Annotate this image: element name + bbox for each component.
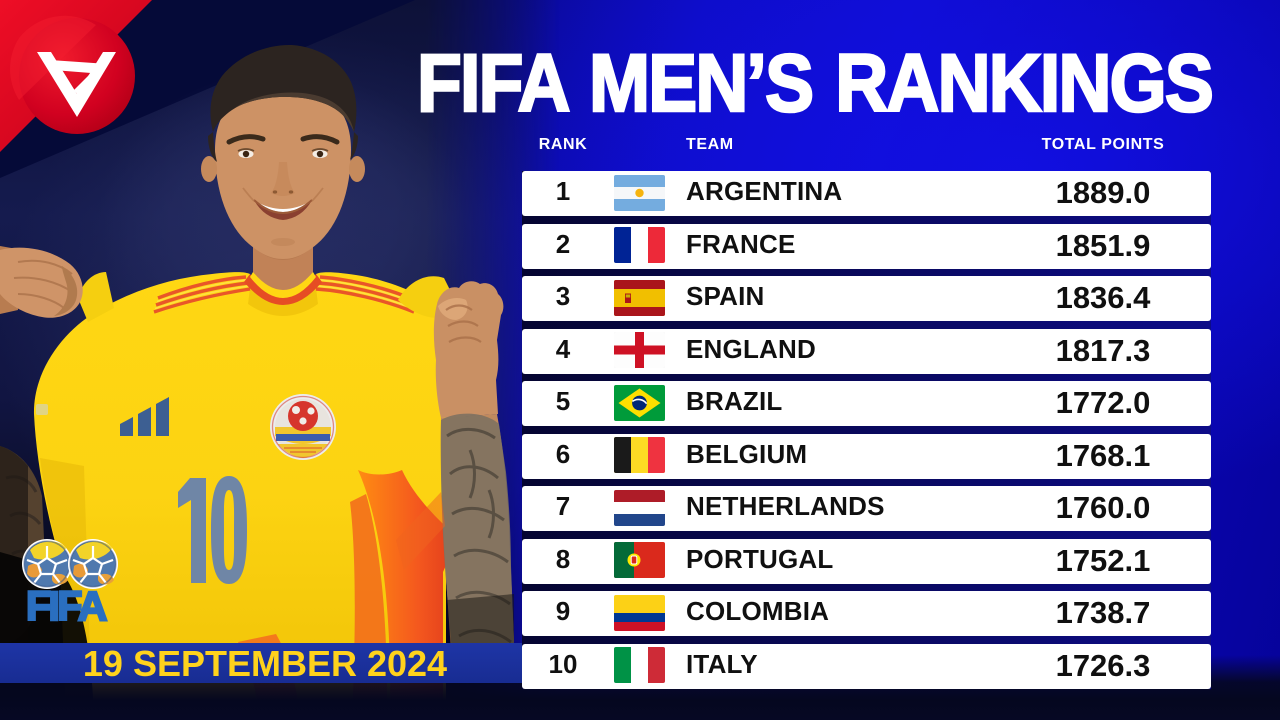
- svg-text:FIFA: FIFA: [26, 583, 107, 629]
